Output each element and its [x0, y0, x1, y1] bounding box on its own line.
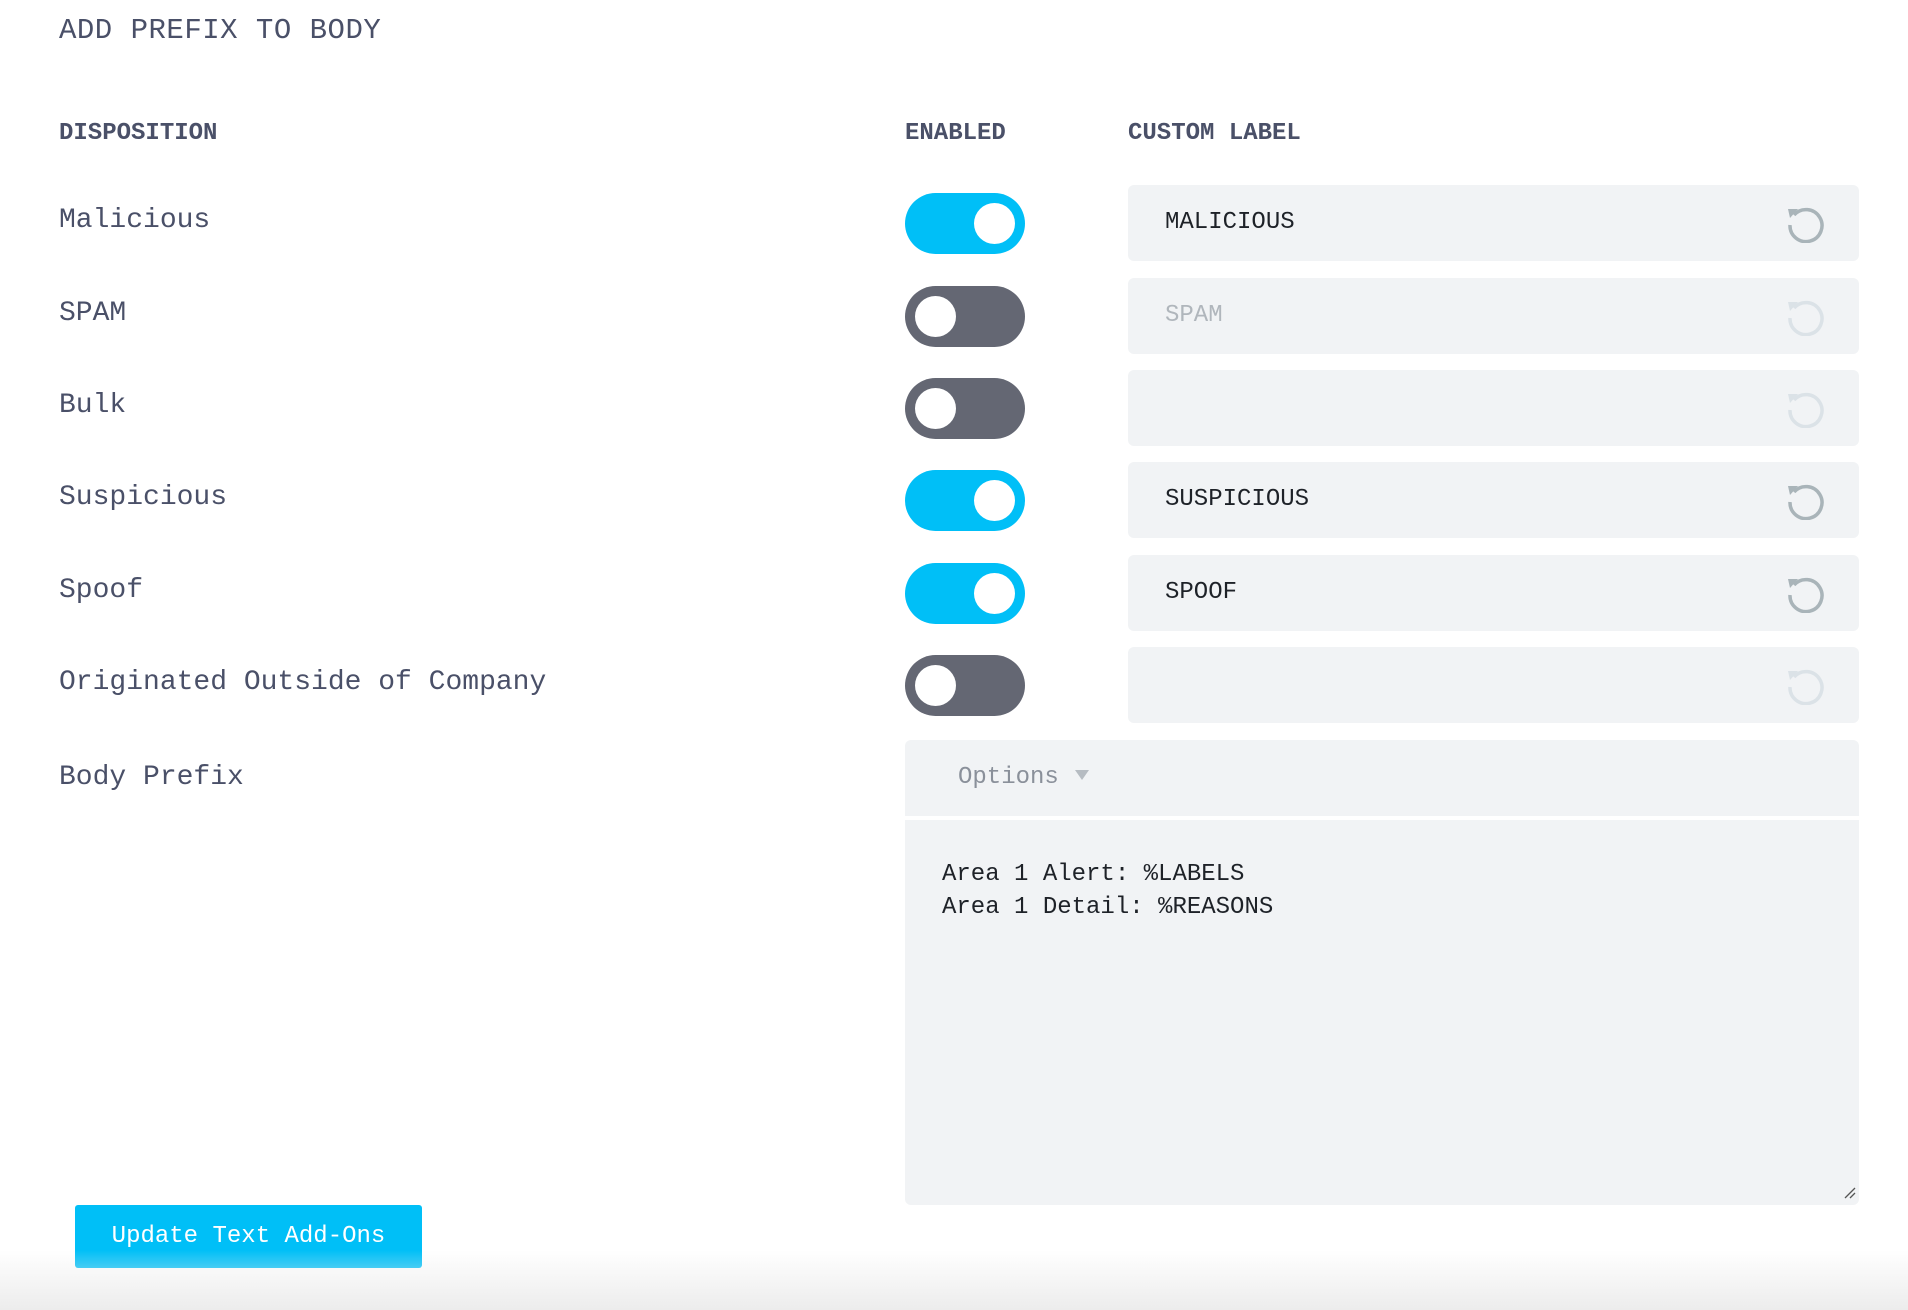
enabled-toggle[interactable]	[905, 470, 1025, 531]
enabled-toggle[interactable]	[905, 563, 1025, 624]
bottom-fade	[0, 1250, 1908, 1310]
reset-icon[interactable]	[1785, 388, 1825, 428]
options-label: Options	[958, 764, 1059, 791]
options-dropdown[interactable]: Options	[905, 740, 1859, 816]
column-header-disposition: DISPOSITION	[59, 120, 218, 147]
toggle-knob	[974, 573, 1015, 614]
custom-label-value: MALICIOUS	[1165, 209, 1295, 236]
disposition-label: Originated Outside of Company	[59, 667, 547, 698]
reset-icon[interactable]	[1785, 573, 1825, 613]
disposition-label: Spoof	[59, 575, 144, 606]
enabled-toggle[interactable]	[905, 378, 1025, 439]
reset-icon[interactable]	[1785, 203, 1825, 243]
section-title: ADD PREFIX TO BODY	[59, 14, 382, 47]
custom-label-value: SPOOF	[1165, 579, 1238, 606]
custom-label-input[interactable]: SPAM	[1128, 278, 1859, 354]
custom-label-input[interactable]	[1128, 370, 1859, 446]
custom-label-input[interactable]: MALICIOUS	[1128, 185, 1859, 261]
body-prefix-textarea[interactable]: Area 1 Alert: %LABELS Area 1 Detail: %RE…	[905, 820, 1859, 1205]
disposition-label: Suspicious	[59, 482, 228, 513]
custom-label-input[interactable]: SUSPICIOUS	[1128, 462, 1859, 538]
reset-icon[interactable]	[1785, 665, 1825, 705]
enabled-toggle[interactable]	[905, 655, 1025, 716]
column-header-enabled: ENABLED	[905, 120, 1006, 147]
disposition-label: Malicious	[59, 205, 211, 236]
toggle-knob	[915, 665, 956, 706]
custom-label-input[interactable]: SPOOF	[1128, 555, 1859, 631]
caret-down-icon	[1075, 770, 1089, 780]
resize-handle-icon[interactable]	[1842, 1185, 1856, 1199]
body-prefix-label: Body Prefix	[59, 762, 244, 793]
reset-icon[interactable]	[1785, 296, 1825, 336]
custom-label-value: SUSPICIOUS	[1165, 486, 1310, 513]
toggle-knob	[974, 203, 1015, 244]
custom-label-input[interactable]	[1128, 647, 1859, 723]
enabled-toggle[interactable]	[905, 286, 1025, 347]
reset-icon[interactable]	[1785, 480, 1825, 520]
toggle-knob	[915, 388, 956, 429]
disposition-label: SPAM	[59, 298, 127, 329]
toggle-knob	[974, 480, 1015, 521]
toggle-knob	[915, 296, 956, 337]
custom-label-value: SPAM	[1165, 302, 1223, 329]
disposition-label: Bulk	[59, 390, 127, 421]
enabled-toggle[interactable]	[905, 193, 1025, 254]
column-header-custom-label: CUSTOM LABEL	[1128, 120, 1301, 147]
